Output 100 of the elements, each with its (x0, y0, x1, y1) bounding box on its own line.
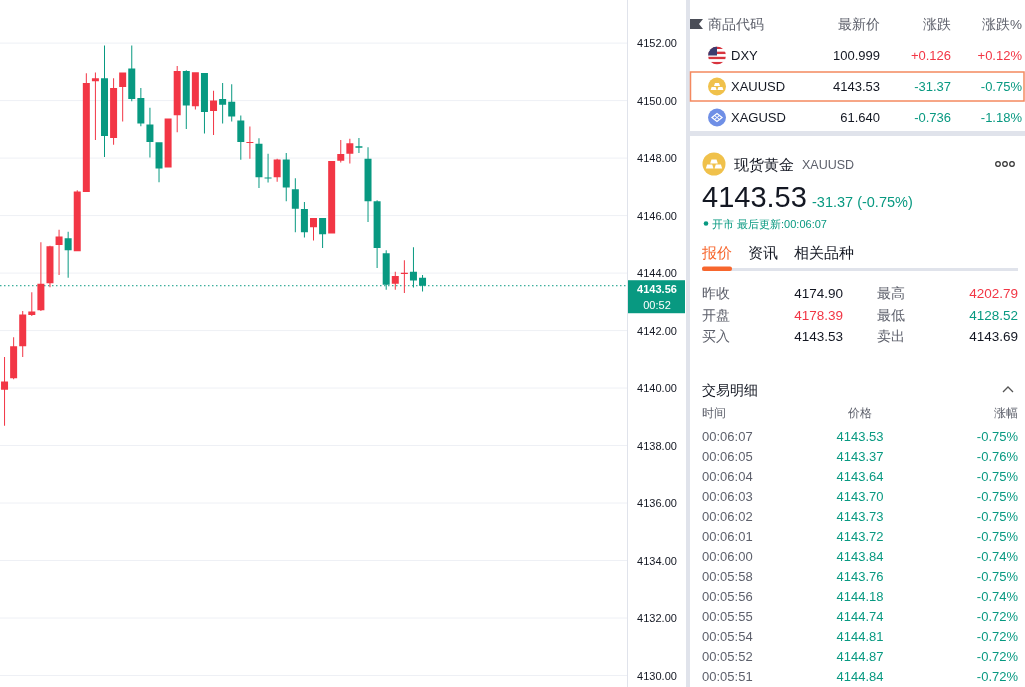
candlestick (82, 73, 90, 193)
candlestick (155, 142, 163, 183)
candlestick (10, 337, 18, 380)
text: 00:06:02 4143.73 -0.75% (702, 508, 1019, 524)
candlestick (228, 84, 236, 122)
text: 昨收 (702, 285, 730, 301)
candlestick (37, 242, 45, 312)
candlestick (91, 72, 99, 140)
candlestick (28, 292, 36, 316)
text: 交易明细 (702, 382, 758, 398)
y-tick-label: 4132.00 (637, 612, 677, 625)
text: 00:05:51 4144.84 -0.72% (702, 668, 1019, 684)
category-label: 价格 (847, 405, 872, 420)
text: 00:05:56 4144.18 -0.74% (702, 588, 1019, 604)
text: 00:06:00 4143.84 -0.74% (702, 548, 1019, 564)
y-tick-label: 4146.00 (637, 209, 677, 222)
candlestick (364, 147, 372, 222)
text: -31.37 (-0.75%) (812, 194, 913, 210)
candlestick (273, 158, 281, 182)
text: 最高 (877, 285, 905, 301)
y-tick-label: 4150.00 (637, 94, 677, 107)
candlestick (101, 45, 108, 157)
candlestick (210, 90, 218, 136)
y-tick-label: 4152.00 (637, 37, 677, 50)
text: 4143.53 (833, 79, 880, 94)
text: DXY (731, 48, 759, 63)
text: XAGUSD (731, 110, 786, 125)
text: -31.37 (914, 79, 951, 94)
text: 61.640 (840, 110, 880, 125)
candlestick (164, 118, 172, 168)
text: 00:05:58 4143.76 -0.75% (702, 568, 1019, 584)
category-label: 资讯 (748, 244, 778, 261)
candlestick (128, 45, 136, 102)
category-label: 商品代码 (708, 16, 764, 32)
candlestick (46, 245, 54, 288)
y-tick-label: 4140.00 (637, 382, 677, 395)
candlestick (346, 138, 354, 164)
candlestick (110, 78, 118, 145)
text: -0.75% (980, 79, 1023, 94)
y-tick-label: 4138.00 (637, 439, 677, 452)
category-label: 涨幅 (994, 405, 1018, 420)
text: 最低 (877, 307, 905, 323)
category-label: 涨跌% (981, 16, 1022, 32)
ref-line-label: 4143.56 (637, 282, 677, 295)
text: 开盘 (702, 307, 730, 323)
candlestick (119, 72, 127, 122)
candlestick (173, 66, 181, 133)
y-tick-label: 4136.00 (637, 497, 677, 510)
candlestick (291, 178, 299, 233)
text: 4178.39 (794, 307, 843, 323)
candlestick (310, 217, 317, 241)
text: 00:06:04 4143.64 -0.75% (702, 468, 1019, 484)
candlestick (337, 139, 345, 163)
candlestick (264, 153, 272, 183)
candlestick (300, 202, 308, 238)
candlestick (319, 217, 327, 249)
text: 买入 (702, 329, 730, 345)
text: +0.126 (910, 48, 951, 63)
text: XAUUSD (731, 79, 786, 94)
text: 现货黄金 (734, 155, 794, 173)
text: 100.999 (833, 48, 880, 63)
candlestick (73, 190, 81, 252)
candlestick (182, 70, 190, 130)
candlestick (373, 200, 381, 268)
candlestick (355, 137, 363, 153)
category-label: 涨跌 (923, 16, 951, 32)
candlestick (137, 87, 145, 127)
text: 00:06:05 4143.37 -0.76% (702, 448, 1019, 464)
candlestick (246, 126, 254, 159)
candlestick (219, 83, 227, 124)
text: 00:05:54 4144.81 -0.72% (702, 628, 1019, 644)
candlestick (146, 107, 154, 158)
text: XAUUSD (802, 157, 855, 172)
text: 卖出 (877, 329, 905, 345)
text: -0.736 (914, 110, 951, 125)
text: 00:06:03 4143.70 -0.75% (702, 488, 1019, 504)
candlestick (391, 271, 399, 290)
text: 4143.53 (702, 181, 807, 213)
category-label: 最新价 (838, 16, 880, 32)
candlestick (328, 160, 336, 234)
candlestick (200, 73, 208, 134)
candlestick (191, 72, 199, 110)
category-label: 时间 (702, 405, 726, 420)
text: -1.18% (980, 110, 1023, 125)
candlestick (237, 115, 245, 160)
text: 00:05:52 4144.87 -0.72% (702, 648, 1019, 664)
y-tick-label: 4148.00 (637, 152, 677, 165)
text: 00:06:01 4143.72 -0.75% (702, 528, 1019, 544)
candlestick (19, 311, 27, 358)
y-tick-label: 4144.00 (637, 267, 677, 280)
candlestick (1, 357, 9, 426)
text: 00:06:07 4143.53 -0.75% (702, 428, 1019, 444)
text: 开市 最后更新:00:06:07 (712, 217, 827, 230)
candlestick (282, 152, 290, 202)
text: 4202.79 (969, 285, 1018, 301)
y-tick-label: 4134.00 (637, 554, 677, 567)
candlestick (64, 231, 72, 278)
text: 4143.69 (969, 329, 1018, 345)
candlestick (55, 229, 63, 276)
text: 00:52 (643, 298, 671, 311)
